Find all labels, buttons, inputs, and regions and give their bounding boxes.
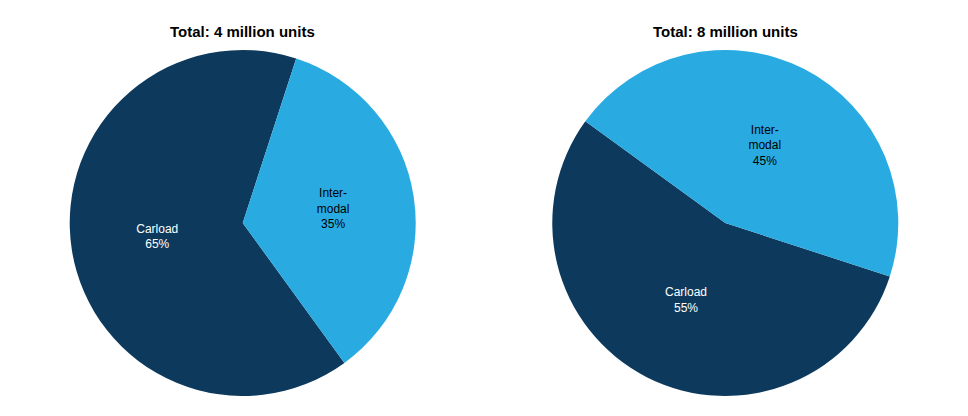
svg-text:Total: 8 million units: Total: 8 million units: [653, 23, 798, 40]
svg-text:Inter-modal35%: Inter-modal35%: [317, 186, 350, 231]
svg-text:Carload65%: Carload65%: [136, 222, 178, 252]
svg-text:Inter-modal45%: Inter-modal45%: [748, 123, 781, 168]
svg-text:Total: 4 million units: Total: 4 million units: [170, 23, 315, 40]
svg-text:Carload55%: Carload55%: [665, 285, 707, 315]
